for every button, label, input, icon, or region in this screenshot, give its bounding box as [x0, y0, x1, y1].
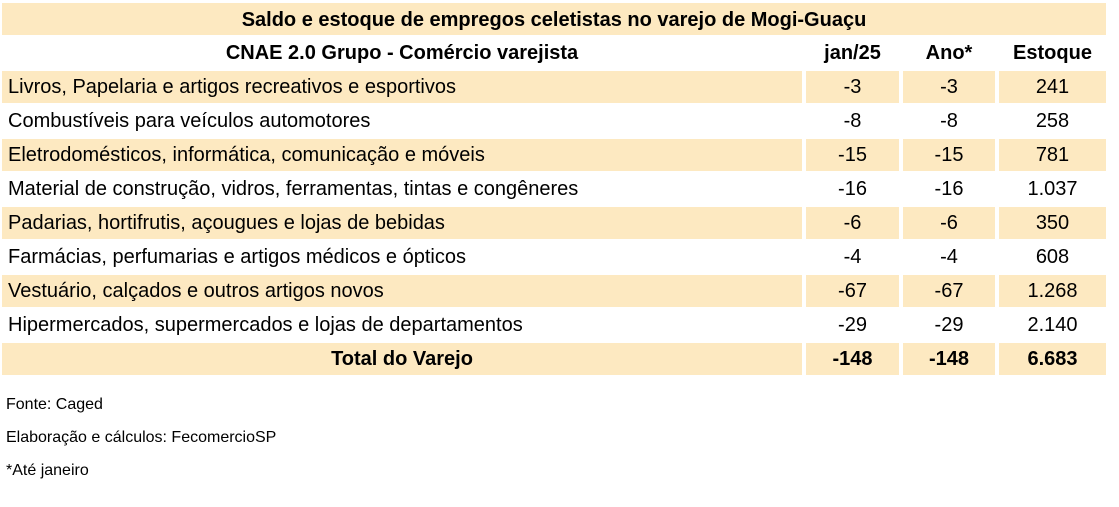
- row-jan: -8: [843, 110, 862, 132]
- row-ano: -3: [903, 71, 995, 103]
- header-ano: Ano*: [925, 42, 973, 64]
- row-estoque: 1.268: [999, 275, 1106, 307]
- row-name: Farmácias, perfumarias e artigos médicos…: [8, 246, 466, 268]
- row-estoque: 241: [999, 71, 1106, 103]
- row-estoque: 350: [999, 207, 1106, 239]
- row-estoque: 1.037: [1027, 178, 1078, 200]
- row-ano: -6: [903, 207, 995, 239]
- table-row: Livros, Papelaria e artigos recreativos …: [2, 71, 1106, 105]
- row-name: Livros, Papelaria e artigos recreativos …: [2, 71, 802, 103]
- period-footnote: *Até janeiro: [6, 462, 89, 479]
- row-ano: -8: [940, 110, 958, 132]
- row-name: Hipermercados, supermercados e lojas de …: [8, 314, 523, 336]
- header-estoque: Estoque: [1013, 42, 1092, 64]
- table-row: Material de construção, vidros, ferramen…: [2, 173, 1106, 207]
- total-row: Total do Varejo -148 -148 6.683: [2, 343, 1106, 377]
- row-jan: -4: [843, 246, 862, 268]
- table-row: Hipermercados, supermercados e lojas de …: [2, 309, 1106, 343]
- row-estoque: 258: [1035, 110, 1070, 132]
- employment-table: Saldo e estoque de empregos celetistas n…: [2, 3, 1106, 377]
- elaboration-note: Elaboração e cálculos: FecomercioSP: [6, 429, 277, 446]
- row-ano: -67: [903, 275, 995, 307]
- row-ano: -16: [934, 178, 964, 200]
- table-row: Farmácias, perfumarias e artigos médicos…: [2, 241, 1106, 275]
- row-jan: -29: [838, 314, 867, 336]
- row-jan: -15: [806, 139, 899, 171]
- row-name: Combustíveis para veículos automotores: [8, 110, 371, 132]
- row-name: Material de construção, vidros, ferramen…: [8, 178, 579, 200]
- row-estoque: 781: [999, 139, 1106, 171]
- total-jan: -148: [806, 343, 899, 375]
- row-ano: -4: [940, 246, 958, 268]
- row-jan: -67: [806, 275, 899, 307]
- table-row: Padarias, hortifrutis, açougues e lojas …: [2, 207, 1106, 241]
- row-estoque: 608: [1035, 246, 1070, 268]
- row-jan: -16: [838, 178, 867, 200]
- total-label: Total do Varejo: [2, 343, 802, 375]
- row-ano: -29: [934, 314, 964, 336]
- row-ano: -15: [903, 139, 995, 171]
- header-group: CNAE 2.0 Grupo - Comércio varejista: [225, 42, 579, 64]
- footnotes: Fonte: Caged Elaboração e cálculos: Feco…: [6, 388, 276, 487]
- table-header-row: CNAE 2.0 Grupo - Comércio varejista jan/…: [2, 37, 1106, 71]
- source-note: Fonte: Caged: [6, 396, 103, 413]
- table-row: Combustíveis para veículos automotores -…: [2, 105, 1106, 139]
- table-row: Eletrodomésticos, informática, comunicaç…: [2, 139, 1106, 173]
- total-estoque: 6.683: [999, 343, 1106, 375]
- table-row: Vestuário, calçados e outros artigos nov…: [2, 275, 1106, 309]
- table-title: Saldo e estoque de empregos celetistas n…: [2, 3, 1106, 37]
- total-ano: -148: [903, 343, 995, 375]
- row-name: Padarias, hortifrutis, açougues e lojas …: [2, 207, 802, 239]
- row-jan: -6: [806, 207, 899, 239]
- header-jan: jan/25: [824, 42, 881, 64]
- row-jan: -3: [806, 71, 899, 103]
- row-estoque: 2.140: [1027, 314, 1078, 336]
- row-name: Vestuário, calçados e outros artigos nov…: [2, 275, 802, 307]
- row-name: Eletrodomésticos, informática, comunicaç…: [2, 139, 802, 171]
